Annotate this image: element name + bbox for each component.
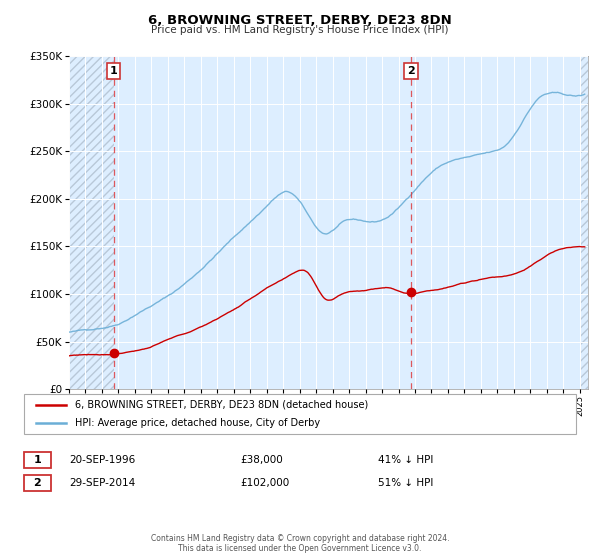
Text: 2: 2 bbox=[34, 478, 41, 488]
Text: 51% ↓ HPI: 51% ↓ HPI bbox=[378, 478, 433, 488]
Text: This data is licensed under the Open Government Licence v3.0.: This data is licensed under the Open Gov… bbox=[178, 544, 422, 553]
Text: 29-SEP-2014: 29-SEP-2014 bbox=[69, 478, 135, 488]
Text: £102,000: £102,000 bbox=[240, 478, 289, 488]
Text: Contains HM Land Registry data © Crown copyright and database right 2024.: Contains HM Land Registry data © Crown c… bbox=[151, 534, 449, 543]
Text: 1: 1 bbox=[110, 66, 118, 76]
Text: 1: 1 bbox=[34, 455, 41, 465]
Text: 6, BROWNING STREET, DERBY, DE23 8DN (detached house): 6, BROWNING STREET, DERBY, DE23 8DN (det… bbox=[75, 400, 368, 409]
Text: 6, BROWNING STREET, DERBY, DE23 8DN: 6, BROWNING STREET, DERBY, DE23 8DN bbox=[148, 14, 452, 27]
Text: 20-SEP-1996: 20-SEP-1996 bbox=[69, 455, 135, 465]
Text: 2: 2 bbox=[407, 66, 415, 76]
Text: Price paid vs. HM Land Registry's House Price Index (HPI): Price paid vs. HM Land Registry's House … bbox=[151, 25, 449, 35]
Text: HPI: Average price, detached house, City of Derby: HPI: Average price, detached house, City… bbox=[75, 418, 320, 428]
Text: £38,000: £38,000 bbox=[240, 455, 283, 465]
Bar bbox=[69, 56, 114, 389]
Text: 41% ↓ HPI: 41% ↓ HPI bbox=[378, 455, 433, 465]
Bar bbox=[580, 56, 588, 389]
